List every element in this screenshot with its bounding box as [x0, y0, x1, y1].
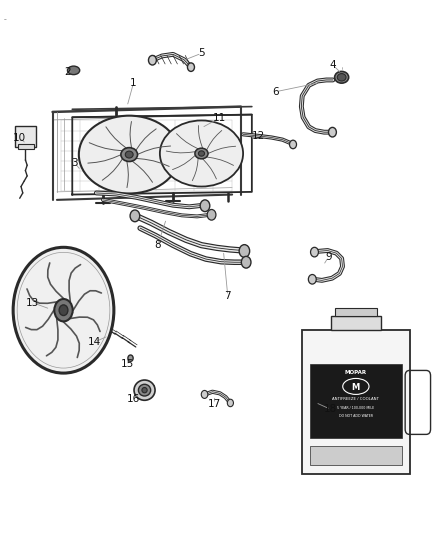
Ellipse shape — [142, 387, 147, 393]
Ellipse shape — [128, 355, 133, 361]
Ellipse shape — [125, 151, 133, 158]
Bar — [310, 364, 402, 438]
Ellipse shape — [121, 148, 138, 161]
Text: 4: 4 — [329, 60, 336, 70]
Text: 13: 13 — [26, 298, 39, 308]
Text: 10: 10 — [13, 133, 26, 142]
Text: DO NOT ADD WATER: DO NOT ADD WATER — [339, 414, 373, 418]
Bar — [331, 316, 381, 330]
Ellipse shape — [227, 399, 233, 407]
Text: 5 YEAR / 100,000 MILE: 5 YEAR / 100,000 MILE — [337, 406, 374, 410]
Ellipse shape — [200, 200, 210, 212]
Ellipse shape — [59, 305, 68, 316]
Text: 6: 6 — [272, 87, 279, 96]
Ellipse shape — [187, 63, 194, 71]
Text: 1: 1 — [130, 78, 137, 87]
Text: 17: 17 — [208, 399, 221, 409]
Text: 12: 12 — [252, 131, 265, 141]
Text: 5: 5 — [198, 49, 205, 58]
Ellipse shape — [134, 380, 155, 400]
Ellipse shape — [198, 151, 205, 156]
Text: 9: 9 — [325, 252, 332, 262]
Ellipse shape — [207, 209, 216, 220]
Ellipse shape — [130, 210, 140, 222]
Text: 11: 11 — [212, 114, 226, 123]
Text: 15: 15 — [120, 359, 134, 368]
Ellipse shape — [308, 274, 316, 284]
Text: MOPAR: MOPAR — [345, 369, 367, 375]
Text: 14: 14 — [88, 337, 101, 347]
Text: 3: 3 — [71, 158, 78, 167]
Ellipse shape — [148, 55, 156, 65]
Ellipse shape — [328, 127, 336, 137]
Ellipse shape — [79, 116, 180, 193]
Ellipse shape — [54, 299, 73, 321]
Ellipse shape — [13, 247, 114, 373]
Text: 2: 2 — [64, 67, 71, 77]
Bar — [15, 126, 36, 147]
Text: 18: 18 — [324, 405, 337, 414]
Ellipse shape — [311, 247, 318, 257]
Bar — [302, 330, 410, 474]
Text: –: – — [4, 18, 6, 23]
Text: 8: 8 — [154, 240, 161, 250]
Ellipse shape — [67, 66, 80, 75]
Bar — [335, 308, 377, 316]
Text: 7: 7 — [224, 291, 231, 301]
Ellipse shape — [138, 384, 151, 396]
Ellipse shape — [195, 148, 208, 159]
Ellipse shape — [239, 245, 250, 257]
Ellipse shape — [335, 71, 349, 83]
Ellipse shape — [343, 378, 369, 394]
Ellipse shape — [201, 390, 208, 399]
Bar — [310, 446, 402, 465]
Text: ANTIFREEZE / COOLANT: ANTIFREEZE / COOLANT — [332, 397, 379, 401]
Ellipse shape — [290, 140, 297, 149]
Ellipse shape — [337, 74, 346, 81]
Text: 16: 16 — [127, 394, 140, 403]
Ellipse shape — [241, 256, 251, 268]
Text: M: M — [352, 383, 360, 392]
Ellipse shape — [160, 120, 243, 187]
Bar — [18, 144, 34, 149]
